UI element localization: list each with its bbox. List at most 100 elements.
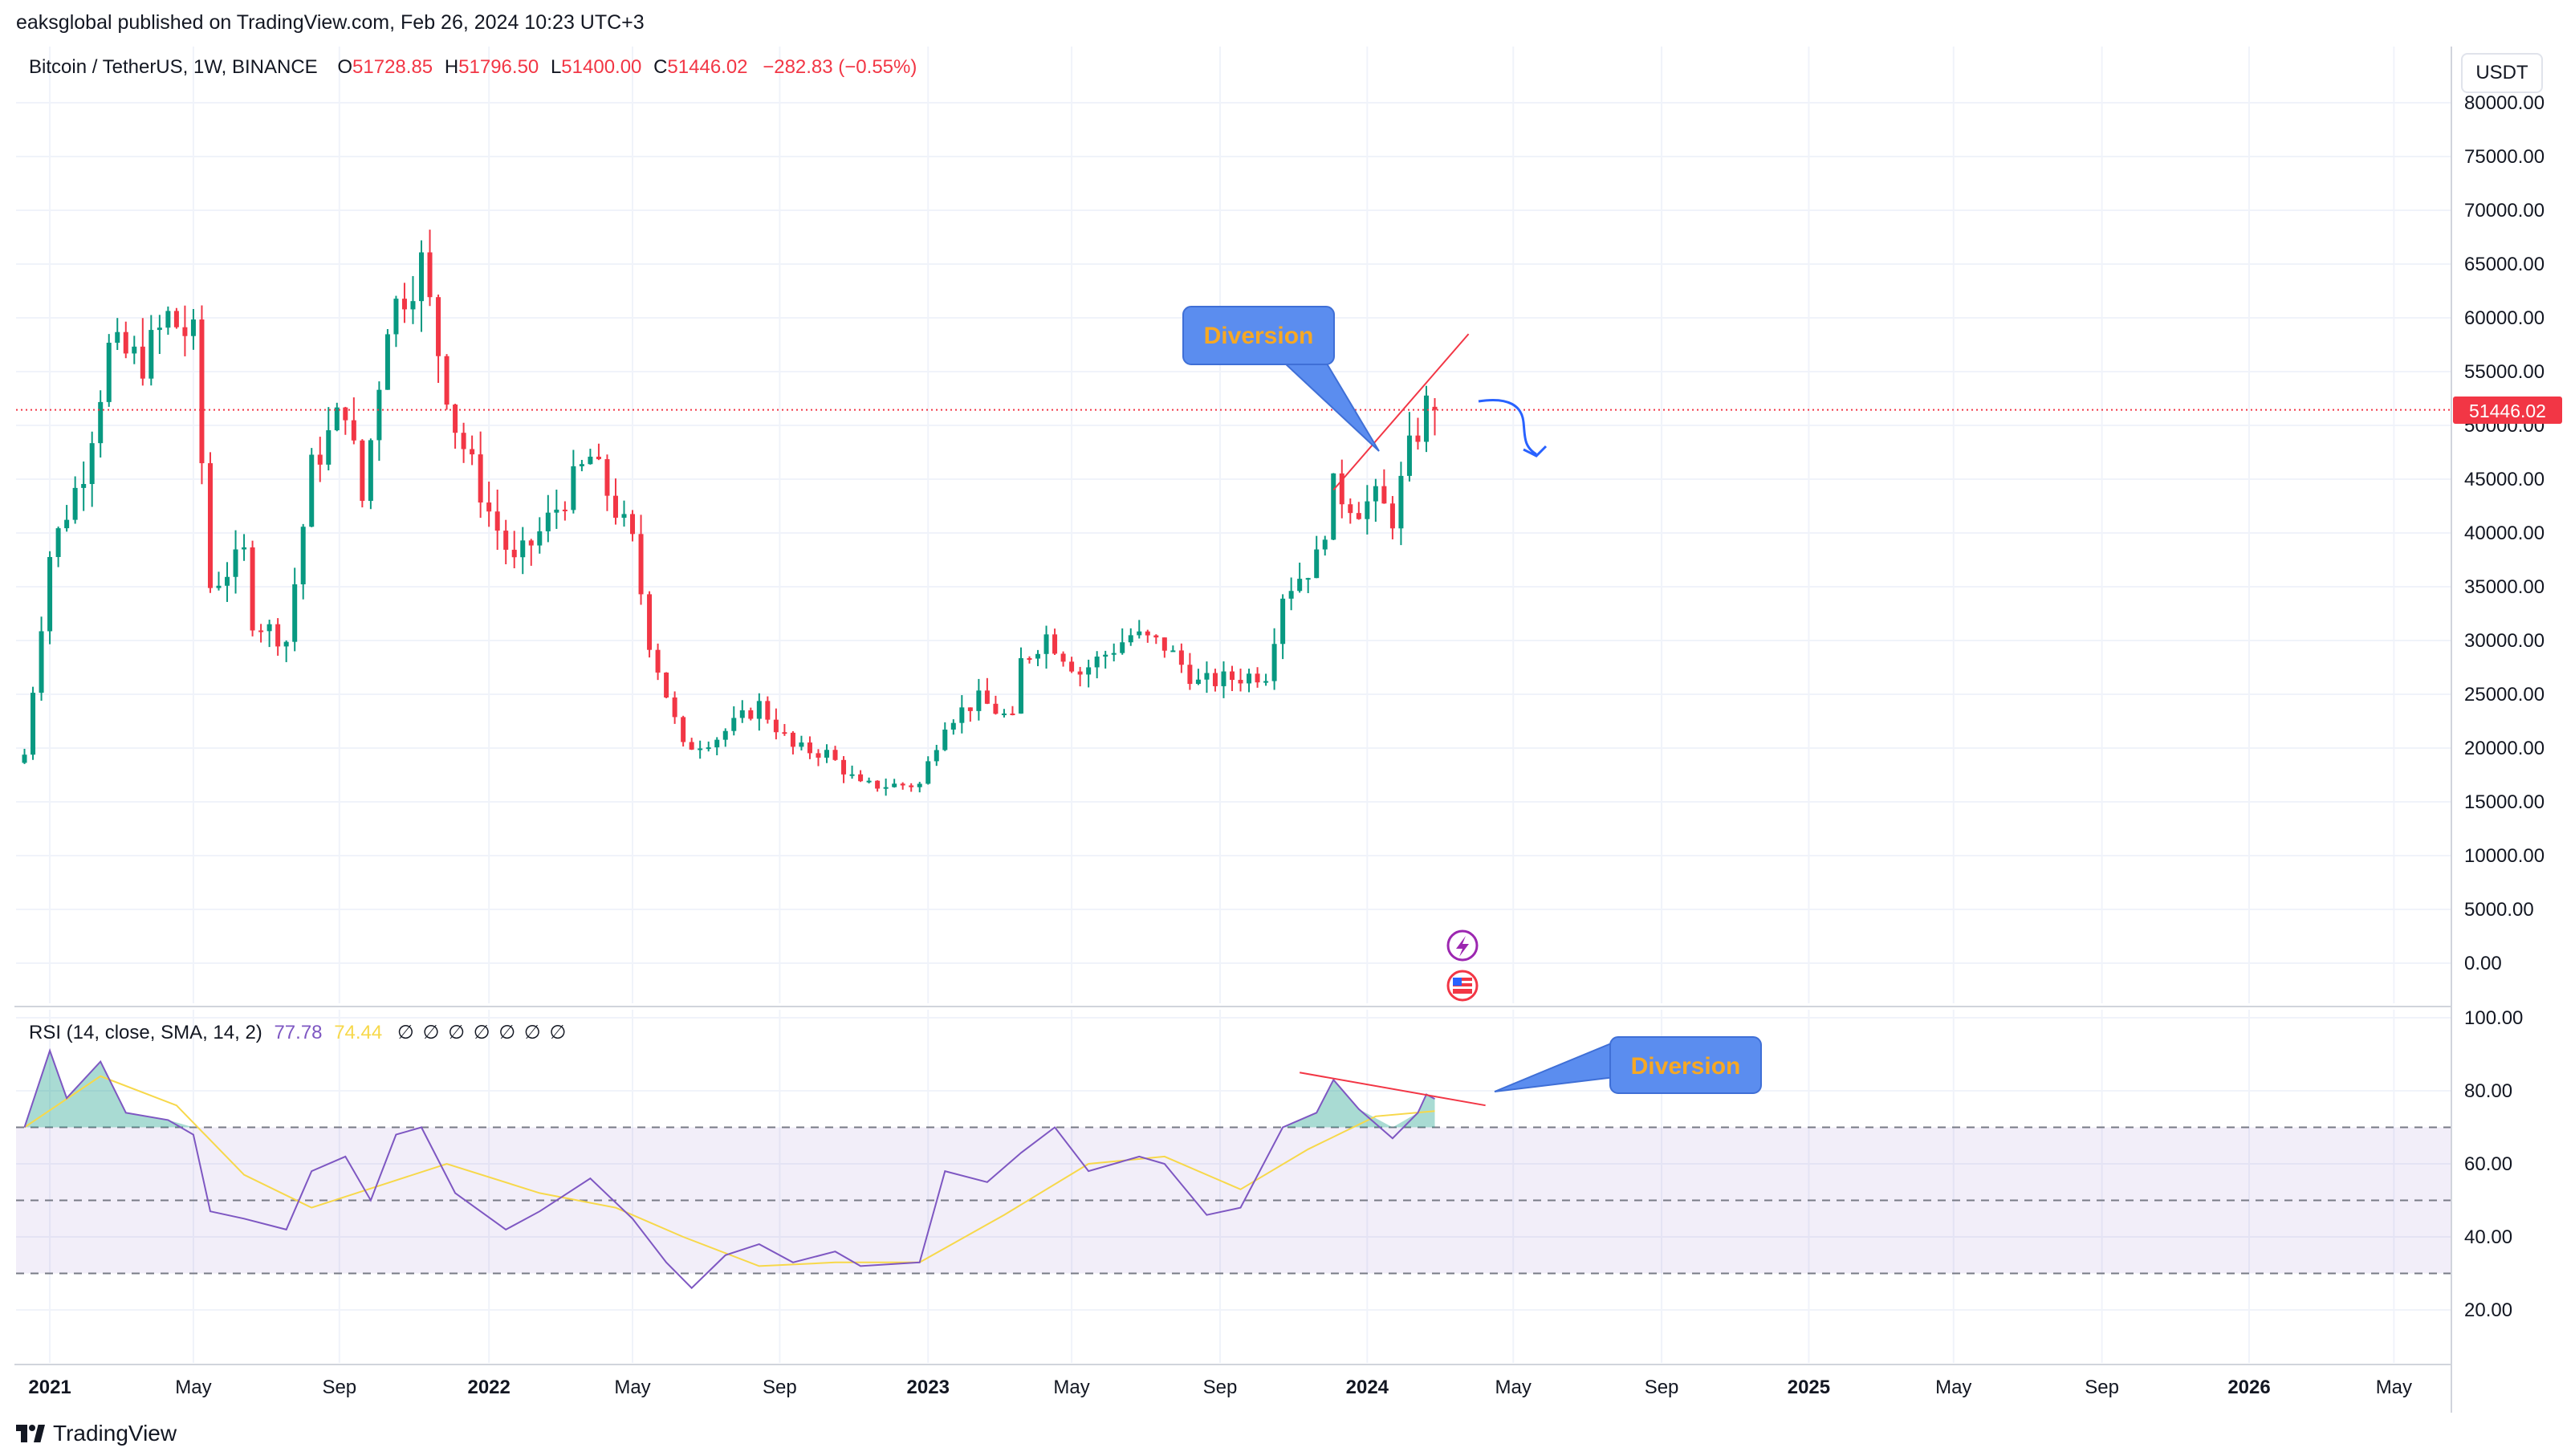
open-value: 51728.85 — [352, 56, 433, 78]
candle-body — [562, 509, 567, 511]
rsi-tick-label: 40.00 — [2464, 1226, 2512, 1248]
candle-body — [1373, 486, 1378, 502]
change-value: −282.83 (−0.55%) — [763, 56, 917, 78]
price-tick-label: 55000.00 — [2464, 361, 2544, 383]
price-trendline-segment — [1332, 333, 1470, 491]
candle-body — [283, 641, 289, 647]
candle-body — [664, 672, 669, 697]
candle-body — [1128, 635, 1133, 643]
candle-body — [199, 319, 205, 464]
candle-body — [588, 456, 593, 465]
candle-body — [1339, 473, 1344, 505]
candle-body — [47, 556, 53, 632]
price-tick-label: 20000.00 — [2464, 738, 2544, 759]
candle-body — [528, 540, 534, 546]
candle-body — [1280, 598, 1286, 645]
candle-body — [55, 528, 61, 557]
candle-body — [503, 531, 509, 550]
candle-body — [216, 585, 222, 588]
candle-body — [1238, 680, 1243, 684]
rsi-tick-label: 20.00 — [2464, 1299, 2512, 1321]
candle-body — [334, 407, 340, 431]
candle-body — [841, 759, 847, 775]
svg-text:51446.02: 51446.02 — [2469, 401, 2546, 421]
candle-body — [494, 511, 500, 531]
high-label: H — [444, 56, 459, 78]
currency-button[interactable]: USDT — [2461, 53, 2543, 93]
candle-body — [242, 547, 247, 550]
candle-body — [706, 747, 711, 750]
candle-body — [900, 783, 905, 786]
tradingview-footer[interactable]: TradingView — [16, 1421, 177, 1446]
candle-body — [799, 742, 804, 747]
candle-body — [1398, 475, 1404, 529]
candle-body — [824, 750, 829, 758]
time-tick-label: Sep — [1645, 1377, 1679, 1398]
candle-body — [115, 331, 120, 344]
rsi-lines — [23, 1047, 1435, 1290]
lightning-event-icon[interactable] — [1446, 929, 1479, 962]
time-tick-label: May — [1495, 1377, 1532, 1398]
candle-body — [993, 703, 999, 714]
rsi-trendline-segment — [1299, 1072, 1486, 1107]
candle-body — [393, 299, 399, 335]
candle-body — [140, 346, 145, 379]
candle-body — [875, 780, 881, 789]
candle-body — [892, 783, 897, 787]
candle-body — [300, 527, 306, 584]
candle-body — [1018, 658, 1023, 714]
candle-body — [1406, 435, 1412, 476]
candle-body — [410, 301, 416, 310]
candle-body — [731, 718, 737, 731]
candle-body — [436, 297, 441, 356]
price-trendline[interactable] — [1332, 333, 1470, 491]
diversion-callout-rsi[interactable]: Diversion — [1494, 1036, 1762, 1094]
symbol-name[interactable]: Bitcoin / TetherUS, 1W, BINANCE — [29, 56, 318, 78]
candle-body — [427, 252, 433, 298]
time-tick-label: 2024 — [1346, 1377, 1389, 1398]
candle-body — [39, 631, 44, 693]
rsi-grid — [16, 1010, 2451, 1363]
candle-body — [132, 346, 137, 354]
candle-body — [1348, 504, 1353, 514]
candle-body — [1230, 671, 1235, 681]
candle-body — [1365, 501, 1370, 519]
candle-body — [1077, 671, 1083, 675]
price-tick-label: 60000.00 — [2464, 307, 2544, 329]
candle-body — [123, 331, 128, 354]
rsi-sma-value: 74.44 — [334, 1022, 383, 1043]
price-tick-label: 75000.00 — [2464, 146, 2544, 168]
candle-body — [1432, 406, 1438, 410]
rsi-axis[interactable]: 100.00 80.00 60.00 40.00 20.00 — [2464, 1007, 2523, 1321]
candle-body — [1027, 658, 1032, 661]
candle-body — [790, 732, 795, 747]
candle-body — [157, 327, 162, 331]
price-candles — [22, 230, 1438, 796]
rsi-legend[interactable]: RSI (14, close, SMA, 14, 2) 77.78 74.44 … — [29, 1021, 576, 1044]
time-axis[interactable]: 2021 May Sep 2022 May Sep 2023 May Sep 2024 May Sep… — [28, 1377, 2412, 1398]
rsi-sma-line — [23, 1075, 1435, 1267]
candle-body — [1069, 661, 1075, 672]
candle-body — [343, 407, 348, 421]
candle-body — [1145, 631, 1150, 636]
symbol-legend[interactable]: Bitcoin / TetherUS, 1W, BINANCE O51728.8… — [29, 56, 917, 79]
diversion-callout-price[interactable]: Diversion — [1182, 306, 1380, 452]
candle-body — [655, 649, 661, 673]
price-tick-label: 30000.00 — [2464, 630, 2544, 652]
candle-body — [934, 750, 939, 762]
candle-body — [266, 624, 272, 632]
price-axis[interactable]: 80000.00 75000.00 70000.00 65000.00 60000.00… — [2464, 92, 2544, 974]
candle-body — [554, 509, 559, 513]
projection-arrow-icon[interactable] — [1478, 399, 1548, 458]
rsi-trendline[interactable] — [1299, 1072, 1486, 1107]
candle-body — [165, 311, 171, 328]
candle-body — [1212, 673, 1218, 686]
us-flag-event-icon[interactable] — [1446, 970, 1479, 1002]
close-value: 51446.02 — [667, 56, 748, 78]
publisher-header: eaksglobal published on TradingView.com,… — [16, 11, 645, 34]
price-tick-label: 0.00 — [2464, 953, 2502, 974]
time-tick-label: 2021 — [28, 1377, 71, 1398]
rsi-label[interactable]: RSI (14, close, SMA, 14, 2) — [29, 1022, 262, 1043]
candle-body — [1111, 653, 1117, 655]
